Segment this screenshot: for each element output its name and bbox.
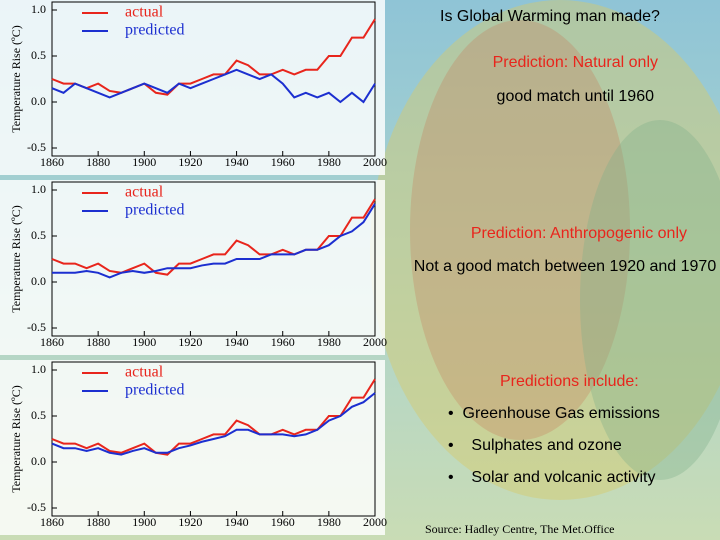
balloon — [370, 0, 720, 500]
prediction-item: Greenhouse Gas emissions — [462, 405, 660, 422]
y-tick-label: 1.0 — [31, 2, 46, 16]
x-tick-label: 1880 — [86, 155, 110, 169]
x-tick-label: 1860 — [40, 155, 64, 169]
y-tick-label: 0.5 — [31, 228, 46, 242]
x-tick-label: 1860 — [40, 335, 64, 349]
legend-label: predicted — [125, 202, 185, 219]
balloon-stripe — [580, 120, 720, 480]
y-tick-label: 1.0 — [31, 362, 46, 376]
legend-label: actual — [125, 184, 164, 201]
series-line — [51, 18, 376, 96]
legend-label: predicted — [125, 22, 185, 39]
x-tick-label: 1880 — [86, 515, 110, 529]
y-tick-label: 0.5 — [31, 408, 46, 422]
y-axis-label: Temperature Rise (ºC) — [9, 25, 23, 133]
x-tick-label: 1880 — [86, 335, 110, 349]
series-line — [51, 392, 376, 456]
y-tick-label: -0.5 — [27, 320, 46, 334]
y-tick-label: -0.5 — [27, 140, 46, 154]
x-tick-label: 1940 — [225, 515, 249, 529]
x-tick-label: 1960 — [271, 515, 295, 529]
series-line — [51, 68, 376, 104]
bullet: • Sulphates and ozone — [448, 437, 622, 454]
y-tick-label: 0.0 — [31, 94, 46, 108]
x-tick-label: 1920 — [178, 335, 202, 349]
predictions-heading: Predictions include: — [500, 373, 639, 390]
series-line — [51, 198, 376, 276]
x-tick-label: 1960 — [271, 335, 295, 349]
bullet: • Solar and volcanic activity — [448, 469, 656, 486]
x-tick-label: 1900 — [132, 155, 156, 169]
source: Source: Hadley Centre, The Met.Office — [425, 522, 615, 536]
chart-note: good match until 1960 — [496, 88, 654, 105]
legend-label: actual — [125, 364, 164, 381]
x-tick-label: 1940 — [225, 155, 249, 169]
x-tick-label: 1920 — [178, 155, 202, 169]
chart-title: Prediction: Anthropogenic only — [470, 225, 687, 242]
balloon-stripe — [410, 20, 630, 440]
series-line — [52, 203, 376, 279]
y-tick-label: 0.0 — [31, 454, 46, 468]
x-tick-label: 1900 — [132, 515, 156, 529]
prediction-item: Sulphates and ozone — [471, 437, 622, 454]
bullet: • Greenhouse Gas emissions — [448, 405, 660, 422]
x-tick-label: 1960 — [271, 155, 295, 169]
y-axis-label: Temperature Rise (ºC) — [9, 385, 23, 493]
x-tick-label: 1860 — [40, 515, 64, 529]
x-tick-label: 2000 — [363, 335, 387, 349]
y-tick-label: 0.5 — [31, 48, 46, 62]
x-tick-label: 1940 — [225, 335, 249, 349]
y-tick-label: 1.0 — [31, 182, 46, 196]
x-tick-label: 1900 — [132, 335, 156, 349]
x-tick-label: 1980 — [317, 335, 341, 349]
prediction-item: Solar and volcanic activity — [471, 469, 656, 486]
x-tick-label: 1980 — [317, 155, 341, 169]
chart-title: Prediction: Natural only — [492, 54, 658, 71]
chart-note: Not a good match between 1920 and 1970 — [413, 258, 717, 275]
x-tick-label: 1920 — [178, 515, 202, 529]
x-tick-label: 2000 — [363, 155, 387, 169]
chart-panel — [0, 360, 385, 535]
series-line — [51, 378, 376, 456]
legend-label: actual — [125, 4, 164, 21]
x-tick-label: 2000 — [363, 515, 387, 529]
y-axis-label: Temperature Rise (ºC) — [9, 205, 23, 313]
y-tick-label: 0.0 — [31, 274, 46, 288]
legend-label: predicted — [125, 382, 185, 399]
slide-title: Is Global Warming man made? — [440, 8, 660, 25]
y-tick-label: -0.5 — [27, 500, 46, 514]
x-tick-label: 1980 — [317, 515, 341, 529]
